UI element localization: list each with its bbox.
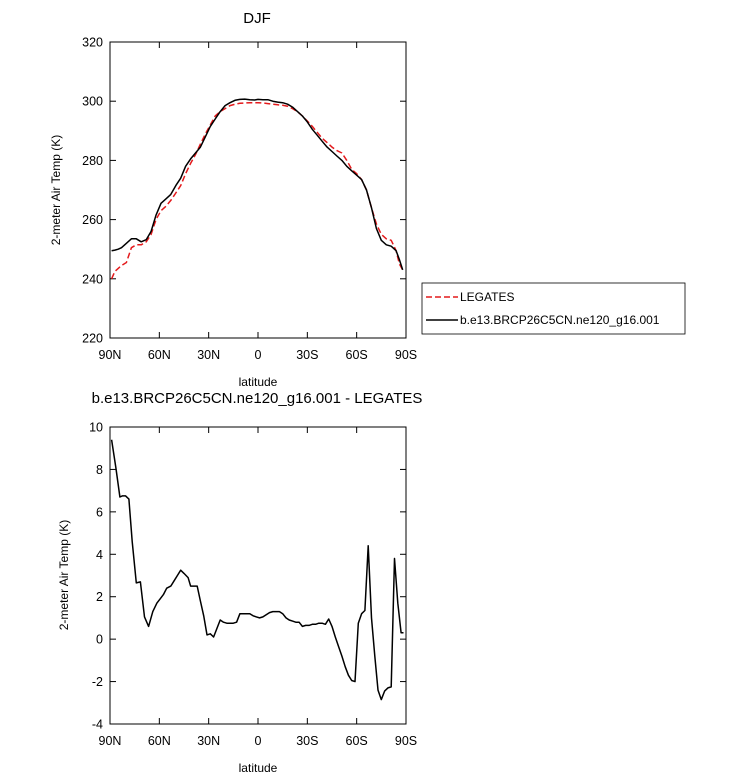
legend: LEGATES b.e13.BRCP26C5CN.ne120_g16.001 [421, 282, 686, 335]
top-chart-title: DJF [243, 10, 271, 27]
bottom-y-tick-label: -2 [92, 675, 103, 689]
top-x-tick-label: 30N [197, 348, 220, 362]
top-x-tick-label: 90N [99, 348, 122, 362]
top-panel: DJF 90N 60N 30N 0 30S 60S 90S 220 240 260 280 300 3… [49, 10, 417, 389]
top-y-axis-label: 2-meter Air Temp (K) [49, 135, 63, 245]
bottom-y-tick-label: -4 [92, 718, 103, 732]
legend-box [421, 282, 686, 335]
top-y-tick-label: 300 [82, 95, 103, 109]
bottom-series-group [110, 439, 404, 701]
top-x-tick-label: 60S [346, 348, 368, 362]
top-series-line-1 [111, 98, 404, 271]
bottom-x-tick-label: 90N [99, 734, 122, 748]
bottom-y-tick-label: 8 [96, 463, 103, 477]
bottom-y-tick-label: 10 [89, 421, 103, 435]
bottom-x-tick-label: 30S [296, 734, 318, 748]
bottom-chart-title: b.e13.BRCP26C5CN.ne120_g16.001 - LEGATES [92, 390, 423, 407]
bottom-x-axis: 90N 60N 30N 0 30S 60S 90S [99, 427, 417, 748]
bottom-plot-frame [109, 426, 407, 725]
top-x-axis-label: latitude [239, 375, 278, 389]
top-y-tick-label: 220 [82, 332, 103, 346]
top-series-group [110, 98, 404, 280]
top-x-axis: 90N 60N 30N 0 30S 60S 90S [99, 42, 417, 362]
top-x-tick-label: 60N [148, 348, 171, 362]
top-plot-frame [109, 41, 407, 339]
bottom-y-tick-label: 0 [96, 633, 103, 647]
bottom-y-tick-label: 2 [96, 590, 103, 604]
top-series-line-0 [110, 101, 404, 280]
bottom-series-line-0 [110, 439, 404, 701]
top-y-tick-label: 280 [82, 154, 103, 168]
bottom-x-tick-label: 60N [148, 734, 171, 748]
legend-label-model: b.e13.BRCP26C5CN.ne120_g16.001 [460, 313, 660, 327]
bottom-x-axis-label: latitude [239, 761, 278, 775]
top-x-tick-label: 90S [395, 348, 417, 362]
top-x-tick-label: 30S [296, 348, 318, 362]
bottom-y-axis: -4 -2 0 2 4 6 8 10 [89, 421, 406, 732]
bottom-x-tick-label: 90S [395, 734, 417, 748]
top-y-tick-label: 240 [82, 272, 103, 286]
bottom-y-axis-label: 2-meter Air Temp (K) [57, 520, 71, 630]
top-y-tick-label: 320 [82, 36, 103, 50]
top-x-tick-label: 0 [255, 348, 262, 362]
bottom-y-tick-label: 4 [96, 548, 103, 562]
bottom-y-tick-label: 6 [96, 505, 103, 519]
bottom-x-tick-label: 0 [255, 734, 262, 748]
legend-label-legates: LEGATES [460, 290, 514, 304]
bottom-panel: b.e13.BRCP26C5CN.ne120_g16.001 - LEGATES… [57, 390, 422, 775]
bottom-x-tick-label: 60S [346, 734, 368, 748]
top-y-axis: 220 240 260 280 300 320 [82, 36, 406, 346]
bottom-x-tick-label: 30N [197, 734, 220, 748]
top-y-tick-label: 260 [82, 213, 103, 227]
